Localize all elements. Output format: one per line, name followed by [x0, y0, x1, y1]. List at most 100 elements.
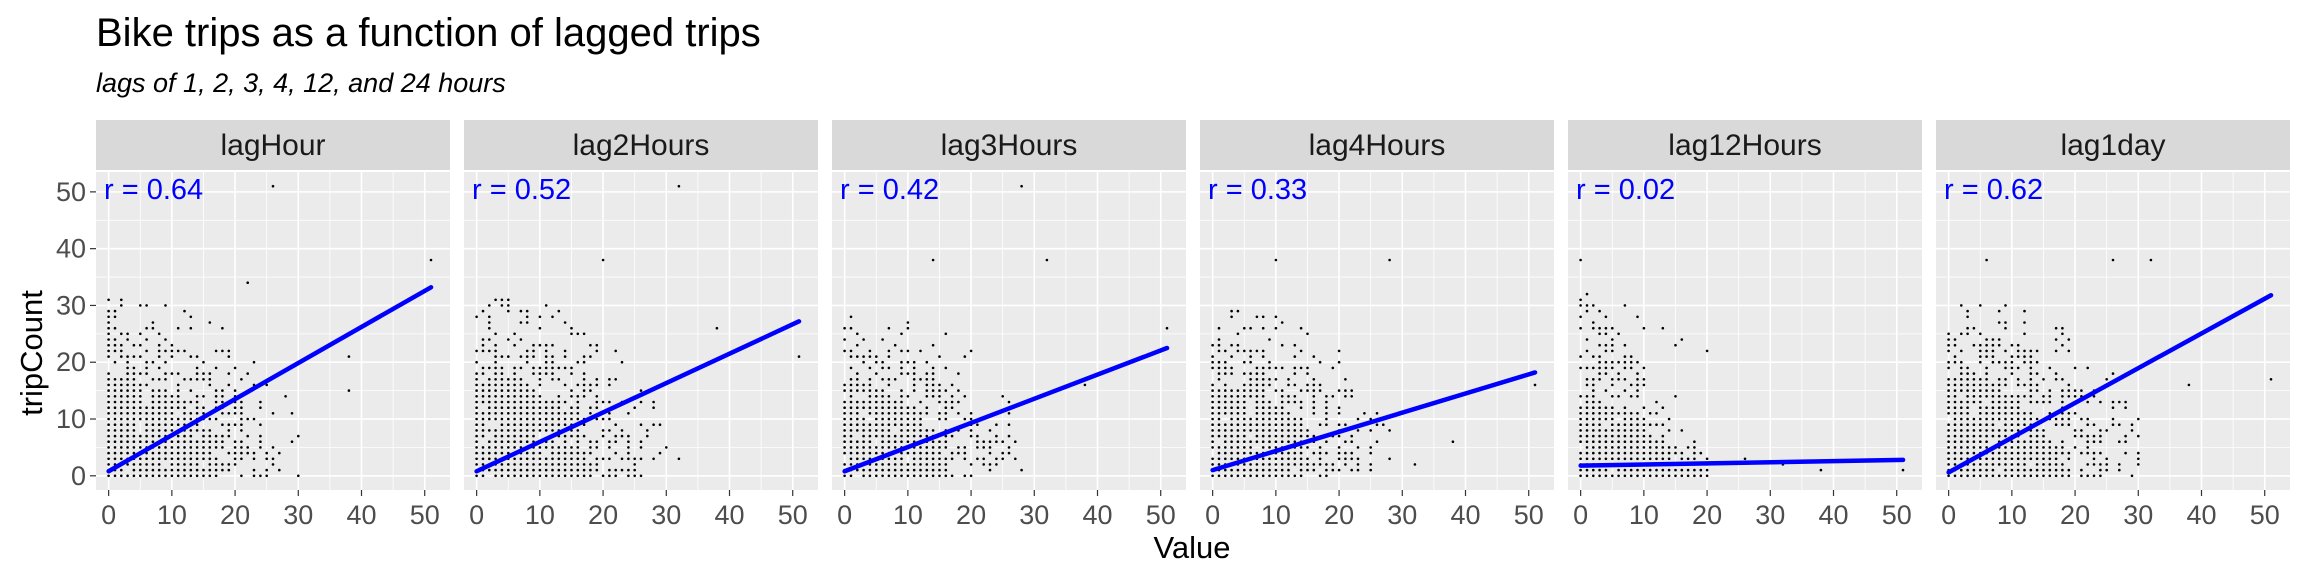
scatter-point — [1350, 389, 1353, 392]
scatter-point — [126, 429, 129, 432]
scatter-point — [1693, 474, 1696, 478]
scatter-point — [1592, 366, 1595, 370]
scatter-point — [2067, 474, 2071, 478]
scatter-point — [1211, 474, 1214, 478]
scatter-point — [2004, 406, 2007, 410]
scatter-point — [2035, 372, 2039, 375]
scatter-point — [1230, 423, 1233, 427]
scatter-point — [1274, 423, 1278, 427]
scatter-point — [233, 440, 237, 444]
scatter-point — [887, 326, 891, 330]
scatter-point — [1623, 360, 1627, 364]
scatter-point — [2073, 395, 2077, 398]
scatter-point — [2061, 446, 2064, 449]
scatter-point — [475, 434, 478, 438]
scatter-point — [221, 463, 224, 466]
scatter-point — [1985, 258, 1988, 262]
scatter-point — [1598, 412, 1601, 415]
scatter-point — [513, 446, 516, 449]
scatter-point — [176, 400, 180, 404]
scatter-point — [2010, 457, 2014, 461]
scatter-point — [113, 383, 117, 387]
scatter-point — [2105, 378, 2108, 381]
facet-strip-label: lagHour — [220, 129, 325, 162]
scatter-point — [881, 412, 884, 415]
scatter-point — [1953, 429, 1957, 432]
scatter-point — [1312, 434, 1316, 438]
scatter-point — [208, 451, 212, 455]
scatter-point — [976, 423, 979, 427]
scatter-point — [170, 349, 174, 353]
scatter-point — [912, 434, 916, 438]
scatter-point — [538, 457, 542, 461]
scatter-point — [2086, 400, 2089, 404]
scatter-point — [1947, 440, 1950, 444]
scatter-point — [849, 417, 853, 421]
scatter-point — [2004, 378, 2007, 381]
scatter-point — [240, 412, 243, 415]
scatter-point — [868, 434, 872, 438]
scatter-point — [919, 474, 922, 478]
scatter-point — [2029, 440, 2033, 444]
scatter-point — [1287, 423, 1290, 427]
scatter-point — [1293, 355, 1297, 358]
scatter-point — [1249, 440, 1252, 444]
scatter-point — [145, 372, 148, 375]
scatter-points — [1947, 258, 2273, 478]
scatter-point — [1661, 440, 1665, 444]
scatter-point — [1318, 423, 1322, 427]
scatter-point — [2080, 468, 2083, 472]
scatter-point — [862, 468, 865, 472]
panel-grid — [464, 172, 818, 490]
scatter-point — [532, 400, 535, 404]
correlation-label: r = 0.64 — [104, 174, 203, 206]
scatter-point — [500, 423, 504, 427]
scatter-point — [576, 429, 580, 432]
scatter-point — [862, 360, 865, 364]
x-tick-label: 20 — [220, 500, 250, 530]
scatter-point — [563, 417, 567, 421]
scatter-point — [157, 429, 161, 432]
x-tick-label: 40 — [1818, 500, 1848, 530]
scatter-point — [1344, 389, 1347, 392]
scatter-point — [176, 417, 180, 421]
scatter-point — [532, 343, 535, 347]
scatter-point — [2061, 417, 2064, 421]
scatter-point — [595, 417, 599, 421]
scatter-point — [1337, 451, 1341, 455]
scatter-point — [1598, 326, 1601, 330]
scatter-point — [214, 395, 218, 398]
x-tick-label: 50 — [410, 500, 440, 530]
scatter-point — [1579, 412, 1582, 415]
scatter-point — [1325, 417, 1328, 421]
scatter-point — [1579, 355, 1582, 358]
scatter-point — [1953, 446, 1957, 449]
scatter-point — [532, 417, 535, 421]
scatter-point — [240, 406, 243, 410]
scatter-point — [145, 412, 148, 415]
scatter-point — [227, 451, 231, 455]
scatter-point — [1604, 372, 1608, 375]
scatter-point — [1230, 343, 1233, 347]
scatter-point — [843, 389, 846, 392]
scatter-point — [1960, 383, 1963, 387]
scatter-point — [2010, 406, 2014, 410]
scatter-point — [1592, 395, 1595, 398]
scatter-point — [221, 349, 224, 353]
scatter-point — [2048, 395, 2052, 398]
scatter-point — [2010, 451, 2014, 455]
scatter-point — [1236, 440, 1240, 444]
scatter-point — [1966, 451, 1969, 455]
scatter-point — [2130, 429, 2134, 432]
scatter-point — [2010, 446, 2014, 449]
scatter-point — [107, 446, 110, 449]
x-tick-label: 30 — [283, 500, 313, 530]
scatter-point — [1299, 423, 1303, 427]
scatter-point — [1623, 474, 1627, 478]
scatter-point — [2029, 395, 2033, 398]
scatter-point — [2035, 389, 2039, 392]
scatter-point — [1667, 417, 1671, 421]
scatter-point — [164, 406, 167, 410]
scatter-point — [1985, 343, 1988, 347]
scatter-point — [164, 395, 167, 398]
